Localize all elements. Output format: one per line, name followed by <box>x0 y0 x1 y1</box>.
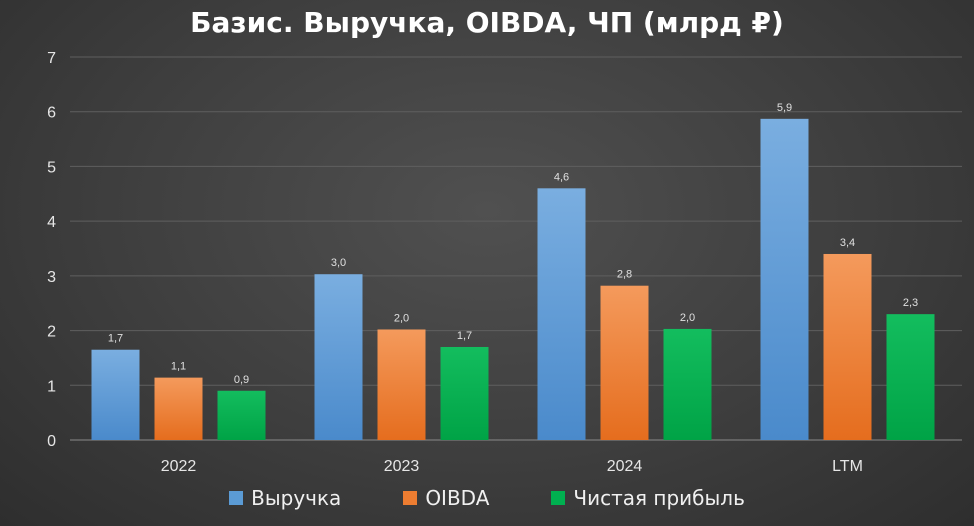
x-category-label: 2022 <box>161 458 197 475</box>
legend-label-net-profit: Чистая прибыль <box>573 486 745 510</box>
bar-oibda-ltm <box>823 253 872 440</box>
y-tick-label: 4 <box>47 214 56 231</box>
data-label: 1,7 <box>457 330 472 342</box>
bar-выручка-2023 <box>314 274 363 440</box>
y-tick-label: 1 <box>47 378 56 395</box>
y-tick-label: 7 <box>47 50 56 67</box>
bar-oibda-2022 <box>154 377 203 440</box>
bar-выручка-2022 <box>91 349 140 440</box>
y-tick-label: 6 <box>47 105 56 122</box>
bar-выручка-ltm <box>760 118 809 440</box>
data-label: 3,0 <box>331 257 346 269</box>
bar-чистая-прибыль-2023 <box>440 346 489 440</box>
x-category-label: 2024 <box>607 458 643 475</box>
data-label: 2,0 <box>394 312 409 324</box>
legend-item-revenue: Выручка <box>229 486 341 510</box>
bar-oibda-2023 <box>377 329 426 440</box>
chart-title: Базис. Выручка, OIBDA, ЧП (млрд ₽) <box>190 6 784 39</box>
y-tick-label: 3 <box>47 269 56 286</box>
bar-чистая-прибыль-ltm <box>886 314 935 440</box>
data-label: 4,6 <box>554 171 569 183</box>
legend-swatch-oibda <box>403 491 418 505</box>
legend-label-revenue: Выручка <box>251 486 342 510</box>
y-tick-label: 5 <box>47 159 56 176</box>
bar-чистая-прибыль-2022 <box>217 390 266 440</box>
data-label: 2,8 <box>617 269 632 281</box>
data-label: 3,4 <box>840 237 855 249</box>
data-label: 0,9 <box>234 374 249 386</box>
legend: Выручка OIBDA Чистая прибыль <box>0 486 974 510</box>
bar-oibda-2024 <box>600 285 649 440</box>
data-label: 5,9 <box>777 102 792 114</box>
legend-item-net-profit: Чистая прибыль <box>551 486 745 510</box>
legend-swatch-revenue <box>229 491 244 505</box>
data-label: 2,0 <box>680 312 695 324</box>
y-tick-label: 0 <box>47 433 56 450</box>
legend-swatch-net-profit <box>551 491 566 505</box>
data-label: 1,1 <box>171 361 186 373</box>
legend-label-oibda: OIBDA <box>425 486 490 510</box>
data-label: 2,3 <box>903 297 918 309</box>
legend-item-oibda: OIBDA <box>403 486 489 510</box>
x-category-label: LTM <box>832 458 863 475</box>
y-tick-label: 2 <box>47 324 56 341</box>
bar-чистая-прибыль-2024 <box>663 328 712 440</box>
data-label: 1,7 <box>108 333 123 345</box>
bar-выручка-2024 <box>537 188 586 440</box>
x-category-label: 2023 <box>384 458 420 475</box>
